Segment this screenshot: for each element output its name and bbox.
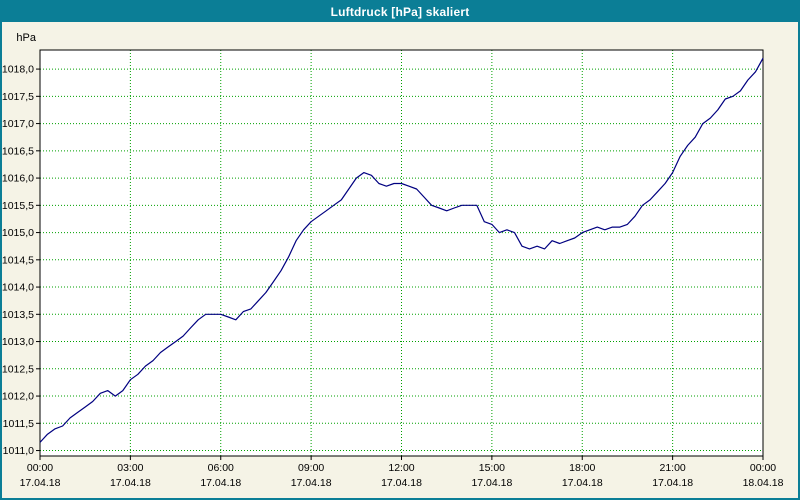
pressure-line-chart: 1011,0 1011,5 1012,0 1012,5 1013,0 1013,5 1014… [2, 32, 784, 489]
x-tick-date-label: 17.04.18 [562, 477, 603, 489]
plot-area [40, 50, 763, 456]
title-bar: Luftdruck [hPa] skaliert [2, 2, 798, 22]
x-tick-time-label: 21:00 [659, 462, 685, 474]
y-tick-label: 1011,5 [3, 418, 34, 430]
y-tick-label: 1015,0 [2, 227, 34, 239]
x-tick-time-label: 12:00 [388, 462, 414, 474]
y-tick-label: 1012,0 [2, 391, 34, 403]
x-tick-time-label: 00:00 [750, 462, 776, 474]
y-tick-label: 1014,5 [2, 254, 34, 266]
y-tick-label: 1016,5 [2, 145, 34, 157]
pressure-series-line [39, 57, 764, 443]
x-tick-date-label: 17.04.18 [200, 477, 241, 489]
plot-border [39, 49, 764, 457]
y-tick-label: 1013,0 [2, 336, 34, 348]
y-tick-label: 1012,5 [2, 363, 34, 375]
y-tick-label: 1017,5 [2, 91, 34, 103]
x-tick-date-label: 17.04.18 [291, 477, 332, 489]
x-tick-time-label: 03:00 [117, 462, 143, 474]
x-tick-time-label: 06:00 [208, 462, 234, 474]
x-tick-date-label: 18.04.18 [743, 477, 784, 489]
x-tick-date-label: 17.04.18 [471, 477, 512, 489]
y-tick-label: 1011,0 [3, 445, 34, 457]
y-tick-label: 1016,0 [2, 173, 34, 185]
y-tick-label: 1015,5 [2, 200, 34, 212]
y-axis-unit-label: hPa [16, 32, 36, 44]
x-tick-time-label: 15:00 [479, 462, 505, 474]
x-tick-time-label: 09:00 [298, 462, 324, 474]
x-tick-time-label: 18:00 [569, 462, 595, 474]
y-tick-label: 1014,0 [2, 282, 34, 294]
y-tick-label: 1013,5 [2, 309, 34, 321]
y-tick-label: 1018,0 [2, 64, 34, 76]
x-tick-date-label: 17.04.18 [110, 477, 151, 489]
y-tick-label: 1017,0 [2, 118, 34, 130]
x-tick-date-label: 17.04.18 [652, 477, 693, 489]
chart-title: Luftdruck [hPa] skaliert [330, 5, 470, 19]
chart-region: 1011,0 1011,5 1012,0 1012,5 1013,0 1013,5 1014… [2, 22, 798, 498]
x-tick-time-label: 00:00 [27, 462, 53, 474]
x-tick-date-label: 17.04.18 [20, 477, 61, 489]
x-tick-date-label: 17.04.18 [381, 477, 422, 489]
